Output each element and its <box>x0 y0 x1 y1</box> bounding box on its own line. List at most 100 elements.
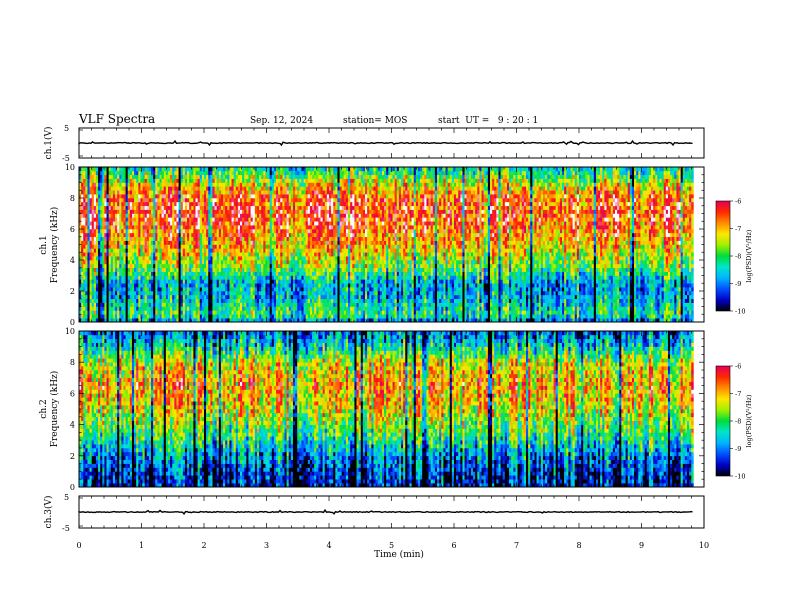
spectrogram-cell <box>115 260 117 264</box>
spectrogram-cell <box>168 217 170 221</box>
spectrogram-cell <box>145 299 147 303</box>
spectrogram-cell <box>85 237 87 241</box>
spectrogram-cell <box>85 183 87 187</box>
spectrogram-cell <box>117 252 119 256</box>
spectrogram-cell <box>157 190 159 194</box>
spectrogram-cell <box>134 310 136 314</box>
spectrogram-cell <box>164 264 166 268</box>
spectrogram-cell <box>172 248 174 252</box>
spectrogram-cell <box>96 287 98 291</box>
spectrogram-cell <box>147 295 149 299</box>
spectrogram-cell <box>153 186 155 190</box>
spectrogram-cell <box>111 310 113 314</box>
spectrogram-cell <box>94 256 96 260</box>
spectrogram-cell <box>132 175 134 179</box>
spectrogram-cell <box>104 248 106 252</box>
spectrogram-cell <box>83 314 85 318</box>
spectrogram-cell <box>123 260 125 264</box>
spectrogram-cell <box>138 175 140 179</box>
spectrogram-cell <box>170 256 172 260</box>
spectrogram-cell <box>100 210 102 214</box>
spectrogram-cell <box>100 248 102 252</box>
spectrogram-cell <box>128 229 130 233</box>
spectrogram-cell <box>102 291 104 295</box>
ch1-waveform-ylabel: ch.1(V) <box>43 127 54 160</box>
spectrogram-cell <box>100 167 102 171</box>
spectrogram-cell <box>162 202 164 206</box>
spectrogram-cell <box>162 241 164 245</box>
spectrogram-cell <box>134 295 136 299</box>
spectrogram-cell <box>140 186 142 190</box>
spectrogram-cell <box>100 272 102 276</box>
spectrogram-cell <box>121 202 123 206</box>
spectrogram-cell <box>126 314 128 318</box>
spectrogram-cell <box>138 171 140 175</box>
spectrogram-cell <box>81 229 83 233</box>
spectrogram-cell <box>98 190 100 194</box>
spectrogram-cell <box>111 186 113 190</box>
spectrogram-cell <box>107 214 109 218</box>
spectrogram-cell <box>87 171 89 175</box>
spectrogram-cell <box>151 268 153 272</box>
spectrogram-cell <box>90 268 92 272</box>
spectrogram-cell <box>92 210 94 214</box>
spectrogram-cell <box>83 248 85 252</box>
spectrogram-cell <box>109 241 111 245</box>
spectrogram-cell <box>151 252 153 256</box>
spectrogram-cell <box>155 303 157 307</box>
spectrogram-cell <box>155 217 157 221</box>
spectrogram-cell <box>104 237 106 241</box>
spectrogram-cell <box>134 237 136 241</box>
spectrogram-cell <box>143 237 145 241</box>
spectrogram-cell <box>111 210 113 214</box>
spectrogram-cell <box>134 299 136 303</box>
spectrogram-cell <box>96 214 98 218</box>
spectrogram-cell <box>104 194 106 198</box>
spectrogram-cell <box>172 287 174 291</box>
spectrogram-cell <box>136 179 138 183</box>
spectrogram-cell <box>138 237 140 241</box>
spectrogram-cell <box>83 307 85 311</box>
spectrogram-cell <box>136 225 138 229</box>
spectrogram-cell <box>92 291 94 295</box>
spectrogram-cell <box>104 167 106 171</box>
spectrogram-cell <box>121 299 123 303</box>
spectrogram-cell <box>102 256 104 260</box>
spectrogram-cell <box>102 225 104 229</box>
spectrogram-cell <box>160 171 162 175</box>
spectrogram-cell <box>136 287 138 291</box>
spectrogram-cell <box>109 248 111 252</box>
spectrogram-cell <box>107 287 109 291</box>
spectrogram-cell <box>170 272 172 276</box>
spectrogram-cell <box>104 279 106 283</box>
spectrogram-cell <box>138 299 140 303</box>
spectrogram-cell <box>153 221 155 225</box>
spectrogram-cell <box>153 206 155 210</box>
spectrogram-cell <box>123 186 125 190</box>
spectrogram-cell <box>123 248 125 252</box>
spectrogram-cell <box>126 221 128 225</box>
spectrogram-cell <box>162 186 164 190</box>
spectrogram-cell <box>102 307 104 311</box>
spectrogram-cell <box>145 214 147 218</box>
spectrogram-cell <box>151 245 153 249</box>
spectrogram-cell <box>96 206 98 210</box>
spectrogram-cell <box>168 198 170 202</box>
spectrogram-cell <box>115 214 117 218</box>
spectrogram-cell <box>121 264 123 268</box>
spectrogram-cell <box>162 190 164 194</box>
spectrogram-cell <box>92 248 94 252</box>
spectrogram-cell <box>164 268 166 272</box>
spectrogram-cell <box>153 229 155 233</box>
spectrogram-cell <box>136 256 138 260</box>
spectrogram-cell <box>121 179 123 183</box>
spectrogram-cell <box>151 221 153 225</box>
spectrogram-cell <box>166 310 168 314</box>
spectrogram-cell <box>113 217 115 221</box>
spectrogram-cell <box>90 314 92 318</box>
spectrogram-cell <box>96 225 98 229</box>
spectrogram-cell <box>168 283 170 287</box>
spectrogram-cell <box>136 279 138 283</box>
spectrogram-cell <box>147 225 149 229</box>
spectrogram-cell <box>164 287 166 291</box>
